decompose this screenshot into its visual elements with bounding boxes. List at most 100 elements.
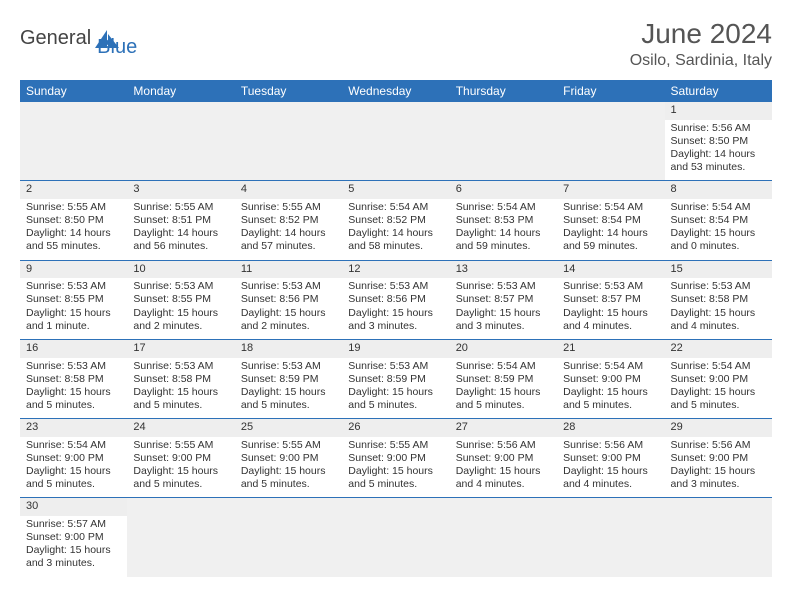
- calendar-cell: 27 Sunrise: 5:56 AMSunset: 9:00 PMDayligh…: [450, 419, 557, 498]
- day-number: 28: [557, 419, 664, 437]
- weekday-header: Tuesday: [235, 80, 342, 102]
- sunrise-text: Sunrise: 5:56 AM: [671, 122, 766, 135]
- day-number: 13: [450, 261, 557, 279]
- logo-general: General: [20, 27, 91, 50]
- day-number: 27: [450, 419, 557, 437]
- daylight-text: Daylight: 15 hours and 5 minutes.: [133, 386, 228, 412]
- weekday-header: Monday: [127, 80, 234, 102]
- sunset-text: Sunset: 8:58 PM: [26, 373, 121, 386]
- day-details: Sunrise: 5:56 AMSunset: 9:00 PMDaylight:…: [561, 439, 660, 492]
- daylight-text: Daylight: 15 hours and 4 minutes.: [671, 307, 766, 333]
- calendar-cell: 25 Sunrise: 5:55 AMSunset: 9:00 PMDayligh…: [235, 419, 342, 498]
- calendar-cell: 22Sunrise: 5:54 AMSunset: 9:00 PMDayligh…: [665, 339, 772, 418]
- calendar-cell: [450, 102, 557, 181]
- sunset-text: Sunset: 8:53 PM: [456, 214, 551, 227]
- daylight-text: Daylight: 14 hours and 53 minutes.: [671, 148, 766, 174]
- calendar-week-row: 30Sunrise: 5:57 AMSunset: 9:00 PMDayligh…: [20, 498, 772, 577]
- sunset-text: Sunset: 8:59 PM: [241, 373, 336, 386]
- calendar-cell: 23Sunrise: 5:54 AMSunset: 9:00 PMDayligh…: [20, 419, 127, 498]
- sunrise-text: Sunrise: 5:53 AM: [133, 280, 228, 293]
- sunrise-text: Sunrise: 5:53 AM: [456, 280, 551, 293]
- day-details: Sunrise: 5:55 AMSunset: 9:00 PMDaylight:…: [239, 439, 338, 492]
- sunset-text: Sunset: 8:58 PM: [671, 293, 766, 306]
- day-details: Sunrise: 5:55 AMSunset: 8:51 PMDaylight:…: [131, 201, 230, 254]
- calendar-cell: 24Sunrise: 5:55 AMSunset: 9:00 PMDayligh…: [127, 419, 234, 498]
- sunset-text: Sunset: 8:54 PM: [563, 214, 658, 227]
- calendar-cell: 10Sunrise: 5:53 AMSunset: 8:55 PMDayligh…: [127, 260, 234, 339]
- sunrise-text: Sunrise: 5:55 AM: [133, 201, 228, 214]
- sunset-text: Sunset: 8:57 PM: [563, 293, 658, 306]
- calendar-cell: 16Sunrise: 5:53 AMSunset: 8:58 PMDayligh…: [20, 339, 127, 418]
- calendar-cell: [127, 102, 234, 181]
- day-number: 18: [235, 340, 342, 358]
- sunrise-text: Sunrise: 5:56 AM: [671, 439, 766, 452]
- calendar-cell: [127, 498, 234, 577]
- daylight-text: Daylight: 15 hours and 3 minutes.: [671, 465, 766, 491]
- day-details: Sunrise: 5:54 AMSunset: 8:59 PMDaylight:…: [454, 360, 553, 413]
- day-number: 7: [557, 181, 664, 199]
- sunrise-text: Sunrise: 5:54 AM: [671, 360, 766, 373]
- calendar-week-row: 16Sunrise: 5:53 AMSunset: 8:58 PMDayligh…: [20, 339, 772, 418]
- day-details: Sunrise: 5:54 AMSunset: 8:53 PMDaylight:…: [454, 201, 553, 254]
- logo-blue: Blue: [97, 36, 137, 59]
- day-details: Sunrise: 5:53 AMSunset: 8:57 PMDaylight:…: [454, 280, 553, 333]
- sunrise-text: Sunrise: 5:55 AM: [26, 201, 121, 214]
- sunset-text: Sunset: 9:00 PM: [241, 452, 336, 465]
- daylight-text: Daylight: 15 hours and 5 minutes.: [241, 386, 336, 412]
- daylight-text: Daylight: 15 hours and 4 minutes.: [563, 307, 658, 333]
- calendar-cell: 8Sunrise: 5:54 AMSunset: 8:54 PMDaylight…: [665, 181, 772, 260]
- logo: General Blue: [20, 18, 137, 59]
- day-details: Sunrise: 5:53 AMSunset: 8:59 PMDaylight:…: [346, 360, 445, 413]
- calendar-cell: [20, 102, 127, 181]
- daylight-text: Daylight: 15 hours and 1 minute.: [26, 307, 121, 333]
- calendar-week-row: 23Sunrise: 5:54 AMSunset: 9:00 PMDayligh…: [20, 419, 772, 498]
- day-number: 2: [20, 181, 127, 199]
- sunset-text: Sunset: 9:00 PM: [26, 531, 121, 544]
- daylight-text: Daylight: 15 hours and 3 minutes.: [26, 544, 121, 570]
- sunrise-text: Sunrise: 5:56 AM: [563, 439, 658, 452]
- sunrise-text: Sunrise: 5:55 AM: [348, 439, 443, 452]
- calendar-week-row: 1Sunrise: 5:56 AMSunset: 8:50 PMDaylight…: [20, 102, 772, 181]
- calendar-cell: 14Sunrise: 5:53 AMSunset: 8:57 PMDayligh…: [557, 260, 664, 339]
- calendar-cell: 29Sunrise: 5:56 AMSunset: 9:00 PMDayligh…: [665, 419, 772, 498]
- day-number: 25: [235, 419, 342, 437]
- day-number: 20: [450, 340, 557, 358]
- day-details: Sunrise: 5:54 AMSunset: 8:52 PMDaylight:…: [346, 201, 445, 254]
- calendar-body: 1Sunrise: 5:56 AMSunset: 8:50 PMDaylight…: [20, 102, 772, 577]
- sunrise-text: Sunrise: 5:54 AM: [563, 360, 658, 373]
- day-number: 21: [557, 340, 664, 358]
- sunset-text: Sunset: 9:00 PM: [133, 452, 228, 465]
- day-number: 8: [665, 181, 772, 199]
- sunrise-text: Sunrise: 5:53 AM: [563, 280, 658, 293]
- day-details: Sunrise: 5:53 AMSunset: 8:58 PMDaylight:…: [24, 360, 123, 413]
- calendar-cell: [557, 498, 664, 577]
- daylight-text: Daylight: 14 hours and 59 minutes.: [456, 227, 551, 253]
- calendar-cell: [235, 102, 342, 181]
- calendar-cell: 18 Sunrise: 5:53 AMSunset: 8:59 PMDayligh…: [235, 339, 342, 418]
- day-number: 10: [127, 261, 234, 279]
- daylight-text: Daylight: 14 hours and 58 minutes.: [348, 227, 443, 253]
- sunset-text: Sunset: 8:55 PM: [26, 293, 121, 306]
- location: Osilo, Sardinia, Italy: [630, 52, 772, 70]
- sunset-text: Sunset: 8:50 PM: [26, 214, 121, 227]
- sunset-text: Sunset: 9:00 PM: [563, 373, 658, 386]
- day-number: 3: [127, 181, 234, 199]
- sunset-text: Sunset: 9:00 PM: [348, 452, 443, 465]
- sunset-text: Sunset: 9:00 PM: [671, 373, 766, 386]
- title-block: June 2024 Osilo, Sardinia, Italy: [630, 18, 772, 70]
- sunset-text: Sunset: 9:00 PM: [456, 452, 551, 465]
- sunset-text: Sunset: 9:00 PM: [26, 452, 121, 465]
- daylight-text: Daylight: 15 hours and 5 minutes.: [26, 386, 121, 412]
- day-number: 17: [127, 340, 234, 358]
- day-number: 26: [342, 419, 449, 437]
- sunrise-text: Sunrise: 5:56 AM: [456, 439, 551, 452]
- day-details: Sunrise: 5:53 AMSunset: 8:59 PMDaylight:…: [239, 360, 338, 413]
- day-details: Sunrise: 5:55 AMSunset: 9:00 PMDaylight:…: [131, 439, 230, 492]
- calendar-cell: 3 Sunrise: 5:55 AMSunset: 8:51 PMDaylight…: [127, 181, 234, 260]
- weekday-header: Saturday: [665, 80, 772, 102]
- sunset-text: Sunset: 8:51 PM: [133, 214, 228, 227]
- day-details: Sunrise: 5:53 AMSunset: 8:55 PMDaylight:…: [131, 280, 230, 333]
- day-details: Sunrise: 5:56 AMSunset: 9:00 PMDaylight:…: [454, 439, 553, 492]
- calendar-cell: 2Sunrise: 5:55 AMSunset: 8:50 PMDaylight…: [20, 181, 127, 260]
- calendar-cell: [342, 102, 449, 181]
